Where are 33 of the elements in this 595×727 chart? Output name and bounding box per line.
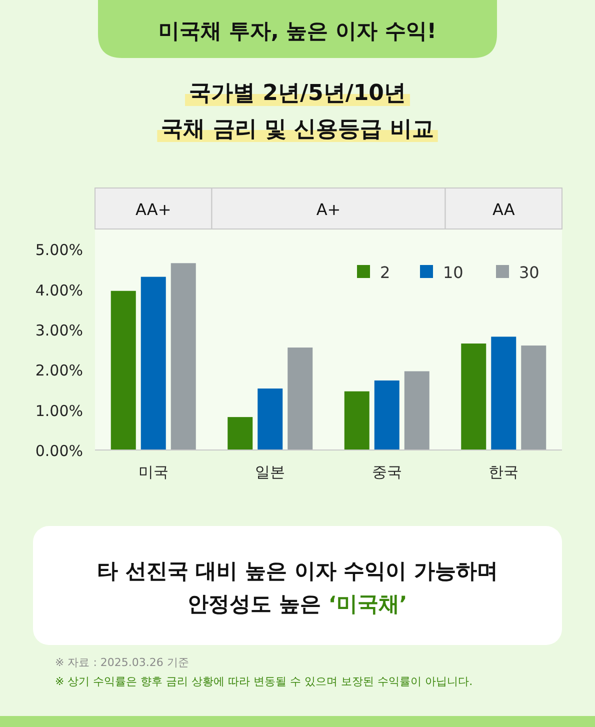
- bar: [288, 348, 313, 450]
- bar: [491, 336, 516, 450]
- y-tick-label: 0.00%: [35, 442, 83, 460]
- bar: [170, 263, 196, 450]
- bar: [461, 344, 486, 450]
- bar: [110, 290, 136, 450]
- y-tick-label: 5.00%: [35, 241, 83, 260]
- chart-subtitle: 국가별 2년/5년/10년 국채 금리 및 신용등급 비교: [161, 81, 434, 142]
- text: 타 선진국 대비 높은 이자 수익이 가능하며 안정성도 높은 ‘미국채’: [97, 559, 498, 616]
- legend-label: 10: [443, 263, 464, 282]
- y-tick-label: 2.00%: [35, 362, 83, 380]
- y-tick-label: 3.00%: [35, 321, 83, 340]
- bar: [258, 388, 283, 450]
- text: A+: [316, 200, 341, 219]
- legend-label: 30: [519, 263, 540, 282]
- bar: [374, 380, 400, 450]
- chart-title: 미국채 투자, 높은 이자 수익!: [158, 19, 436, 43]
- legend-label: 2: [380, 263, 390, 282]
- bar: [344, 391, 370, 450]
- x-tick-label: 한국: [488, 463, 519, 481]
- bar: [140, 276, 166, 450]
- text: AA: [492, 200, 515, 219]
- text: ※ 자료 : 2025.03.26 기준: [55, 656, 189, 669]
- y-tick-label: 1.00%: [35, 402, 83, 420]
- x-tick-label: 미국: [138, 463, 168, 481]
- y-tick-label: 4.00%: [35, 281, 83, 300]
- bar: [228, 417, 253, 450]
- x-tick-label: 일본: [255, 463, 286, 481]
- text: AA+: [136, 200, 172, 219]
- bar: [521, 346, 546, 450]
- x-tick-label: 중국: [372, 463, 402, 481]
- text: ※ 상기 수익률은 향후 금리 상황에 따라 변동될 수 있으며 보장된 수익률이 아닙니다.: [55, 675, 473, 688]
- bar: [404, 371, 430, 450]
